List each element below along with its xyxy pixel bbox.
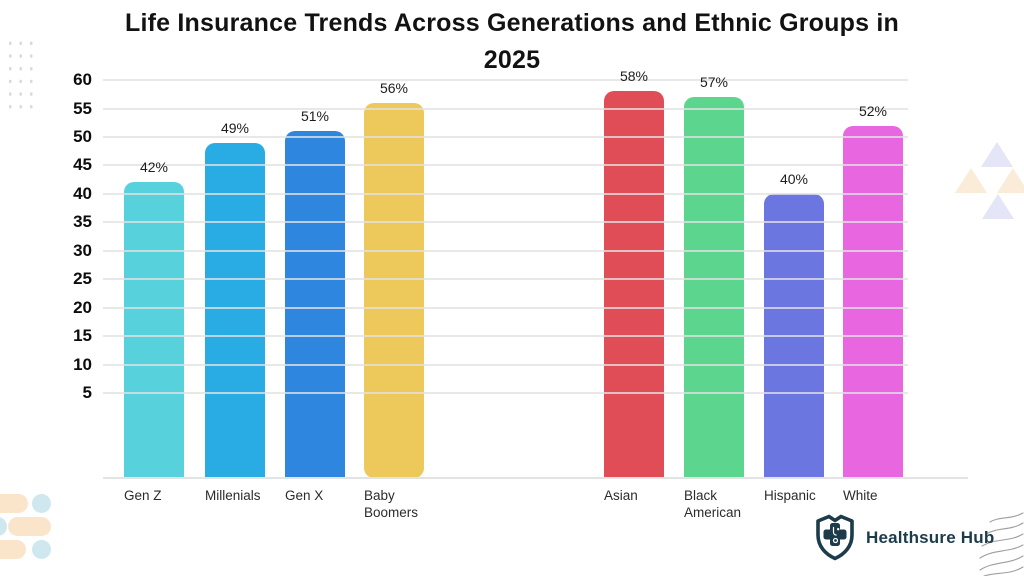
x-axis-line [103,477,968,479]
circle-decoration [32,494,51,513]
y-tick-15: 15 [73,326,92,346]
gridline-5 [103,392,908,394]
category-label-millenials: Millenials [205,488,261,503]
category-label-asian: Asian [604,488,638,503]
y-tick-45: 45 [73,155,92,175]
gridline-10 [103,363,908,366]
category-label-gen-z: Gen Z [124,488,162,503]
value-label-asian: 58% [619,68,649,85]
circle-decoration [0,517,7,536]
gridline-25 [103,278,908,281]
y-tick-50: 50 [73,126,92,146]
logo-text: Healthsure Hub [866,527,995,547]
category-label-gen-x: Gen X [285,488,324,503]
triangle-decoration [982,194,1014,219]
gridline-45 [103,164,908,167]
y-tick-35: 35 [73,212,92,232]
chart-title: Life Insurance Trends Across Generations… [0,5,1024,79]
y-tick-20: 20 [73,297,92,317]
gridline-15 [103,335,908,338]
value-label-white: 52% [858,102,888,119]
bar-gen-x [285,131,345,478]
gridline-50 [103,135,908,138]
circle-decoration [32,540,51,559]
y-tick-60: 60 [73,70,92,90]
value-label-hispanic: 40% [779,170,809,187]
healthsure-hub-logo: Healthsure Hub [813,512,994,563]
gridline-40 [103,192,908,195]
triangle-decoration [955,168,987,193]
gridline-60 [103,79,908,82]
triangle-decoration [997,168,1024,193]
dot-grid-decoration [5,37,36,109]
pill-decoration [8,517,51,536]
y-tick-40: 40 [73,183,92,203]
value-label-gen-z: 42% [139,159,169,176]
chart-title-line-2: 2025 [483,46,541,74]
gridline-35 [103,221,908,224]
category-label-hispanic: Hispanic [764,488,816,503]
bar-millenials [205,142,265,478]
shield-medical-cross-icon [816,514,854,561]
chart-title-line-1: Life Insurance Trends Across Generations… [125,9,899,37]
value-label-baby-boomers: 56% [379,79,409,96]
category-label-white: White [843,488,878,503]
bar-gen-z [124,182,184,478]
pill-decoration [0,540,26,559]
bar-baby-boomers [364,102,424,478]
wavy-lines-decoration [979,512,1024,576]
pill-decoration [0,494,28,513]
value-label-black-american: 57% [699,74,729,91]
triangle-decoration [981,142,1013,167]
gridline-55 [103,107,908,110]
bar-asian [604,91,664,478]
y-tick-10: 10 [73,354,92,374]
category-label-baby-boomers: Baby Boomers [364,488,419,520]
bar-white [843,125,903,478]
gridline-20 [103,306,908,309]
y-tick-5: 5 [82,383,92,402]
value-label-gen-x: 51% [300,108,330,125]
category-label-black-american: Black American [684,488,742,520]
bar-black-american [684,97,744,478]
y-tick-30: 30 [73,240,92,260]
value-label-millenials: 49% [220,119,250,136]
y-tick-55: 55 [73,98,92,118]
y-tick-25: 25 [73,269,92,289]
gridline-30 [103,249,908,252]
